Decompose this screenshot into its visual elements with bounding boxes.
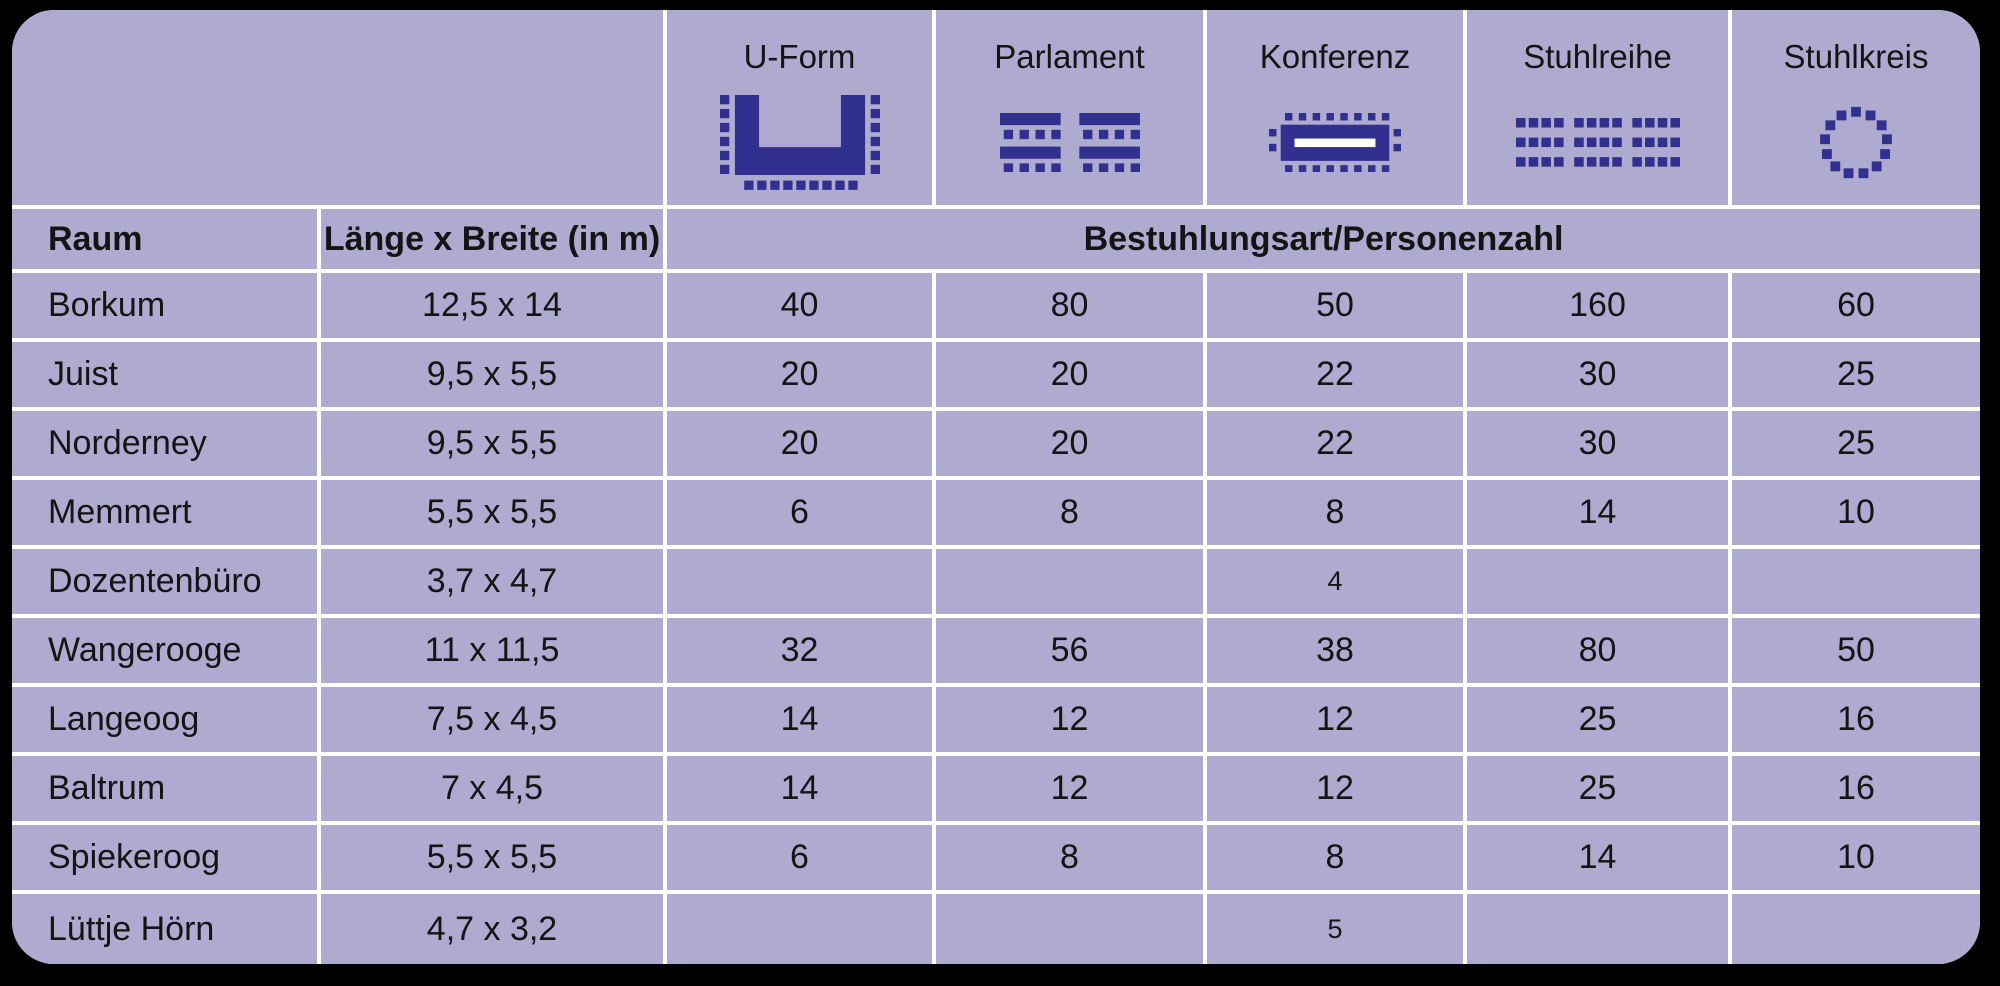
seat-count-cell: 56 xyxy=(936,618,1203,683)
room-size-cell: 9,5 x 5,5 xyxy=(321,342,663,407)
seat-count-cell xyxy=(1732,549,1980,614)
seat-count-cell: 8 xyxy=(1207,480,1463,545)
seat-count-cell: 8 xyxy=(1207,825,1463,890)
arrangement-label: Stuhlreihe xyxy=(1523,38,1672,75)
seat-count-cell: 8 xyxy=(936,480,1203,545)
room-size-cell: 3,7 x 4,7 xyxy=(321,549,663,614)
arrangement-header-parlament: Parlament xyxy=(936,10,1203,205)
seat-count-cell: 40 xyxy=(667,273,932,338)
seat-count-cell: 14 xyxy=(667,687,932,752)
room-name-cell: Baltrum xyxy=(12,756,317,821)
room-size-cell: 7 x 4,5 xyxy=(321,756,663,821)
seat-count-cell: 12 xyxy=(936,687,1203,752)
chair-circle-icon xyxy=(1815,76,1897,205)
seat-count-cell: 38 xyxy=(1207,618,1463,683)
arrangement-header-stuhlreihe: Stuhlreihe xyxy=(1467,10,1728,205)
header-empty-corner xyxy=(12,10,663,205)
seat-count-cell xyxy=(936,894,1203,964)
room-name-cell: Lüttje Hörn xyxy=(12,894,317,964)
room-size-cell: 4,7 x 3,2 xyxy=(321,894,663,964)
room-size-cell: 12,5 x 14 xyxy=(321,273,663,338)
seat-count-cell xyxy=(667,894,932,964)
seat-count-cell: 12 xyxy=(1207,687,1463,752)
seat-count-cell: 80 xyxy=(936,273,1203,338)
seat-count-cell: 50 xyxy=(1732,618,1980,683)
table-grid: U-Form Parlament xyxy=(12,10,1980,964)
seat-count-cell: 12 xyxy=(936,756,1203,821)
conference-seating-icon xyxy=(1269,76,1401,205)
room-name-cell: Norderney xyxy=(12,411,317,476)
arrangement-header-stuhlkreis: Stuhlkreis xyxy=(1732,10,1980,205)
arrangement-label: Konferenz xyxy=(1259,38,1411,75)
seat-count-cell: 30 xyxy=(1467,411,1728,476)
seat-count-cell: 20 xyxy=(667,342,932,407)
seat-count-cell: 14 xyxy=(1467,825,1728,890)
room-size-cell: 11 x 11,5 xyxy=(321,618,663,683)
size-column-header: Länge x Breite (in m) xyxy=(321,209,663,269)
room-name-cell: Spiekeroog xyxy=(12,825,317,890)
chair-rows-icon xyxy=(1515,76,1680,205)
u-form-seating-icon xyxy=(719,76,880,205)
seat-count-cell: 5 xyxy=(1207,894,1463,964)
seating-capacity-table: U-Form Parlament xyxy=(12,10,1980,964)
seat-count-cell: 6 xyxy=(667,480,932,545)
seat-count-cell: 22 xyxy=(1207,411,1463,476)
room-size-cell: 9,5 x 5,5 xyxy=(321,411,663,476)
seat-count-cell xyxy=(1467,894,1728,964)
room-size-cell: 7,5 x 4,5 xyxy=(321,687,663,752)
seat-count-cell: 14 xyxy=(667,756,932,821)
seating-type-header: Bestuhlungsart/Personenzahl xyxy=(667,209,1980,269)
room-size-cell: 5,5 x 5,5 xyxy=(321,480,663,545)
seat-count-cell: 20 xyxy=(936,342,1203,407)
seat-count-cell xyxy=(1467,549,1728,614)
seat-count-cell: 8 xyxy=(936,825,1203,890)
seat-count-cell xyxy=(1732,894,1980,964)
room-name-cell: Dozentenbüro xyxy=(12,549,317,614)
arrangement-header-uform: U-Form xyxy=(667,10,932,205)
seat-count-cell xyxy=(667,549,932,614)
seat-count-cell: 25 xyxy=(1732,342,1980,407)
seat-count-cell: 25 xyxy=(1467,756,1728,821)
room-name-cell: Wangerooge xyxy=(12,618,317,683)
room-name-cell: Juist xyxy=(12,342,317,407)
seat-count-cell: 12 xyxy=(1207,756,1463,821)
seat-count-cell: 25 xyxy=(1467,687,1728,752)
seat-count-cell: 20 xyxy=(667,411,932,476)
seat-count-cell: 6 xyxy=(667,825,932,890)
seat-count-cell: 16 xyxy=(1732,687,1980,752)
arrangement-label: Parlament xyxy=(994,38,1145,75)
room-size-cell: 5,5 x 5,5 xyxy=(321,825,663,890)
arrangement-label: Stuhlkreis xyxy=(1783,38,1929,75)
room-column-header: Raum xyxy=(12,209,317,269)
arrangement-label: U-Form xyxy=(743,38,856,75)
room-name-cell: Memmert xyxy=(12,480,317,545)
seat-count-cell: 4 xyxy=(1207,549,1463,614)
seat-count-cell: 30 xyxy=(1467,342,1728,407)
seat-count-cell: 16 xyxy=(1732,756,1980,821)
seat-count-cell: 160 xyxy=(1467,273,1728,338)
seat-count-cell: 14 xyxy=(1467,480,1728,545)
seat-count-cell: 20 xyxy=(936,411,1203,476)
seat-count-cell: 32 xyxy=(667,618,932,683)
seat-count-cell: 22 xyxy=(1207,342,1463,407)
seat-count-cell: 10 xyxy=(1732,825,1980,890)
seat-count-cell: 60 xyxy=(1732,273,1980,338)
seat-count-cell xyxy=(936,549,1203,614)
seat-count-cell: 25 xyxy=(1732,411,1980,476)
seat-count-cell: 10 xyxy=(1732,480,1980,545)
parliament-seating-icon xyxy=(999,76,1140,205)
room-name-cell: Langeoog xyxy=(12,687,317,752)
seat-count-cell: 50 xyxy=(1207,273,1463,338)
arrangement-header-konferenz: Konferenz xyxy=(1207,10,1463,205)
seat-count-cell: 80 xyxy=(1467,618,1728,683)
room-name-cell: Borkum xyxy=(12,273,317,338)
